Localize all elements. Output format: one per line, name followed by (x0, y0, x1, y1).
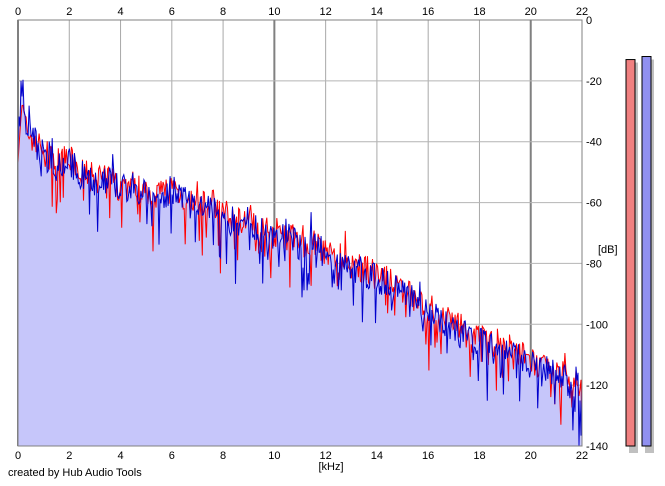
x-tick-label-top: 4 (117, 6, 123, 18)
y-tick-label: -60 (586, 198, 602, 210)
x-axis-label: [kHz] (318, 461, 343, 473)
level-meters (625, 56, 654, 454)
x-tick-label-bottom: 14 (371, 450, 383, 462)
x-tick-label-bottom: 16 (422, 450, 434, 462)
x-tick-labels-bottom: 0 2 4 6 8 10 12 14 16 18 20 22 (15, 450, 588, 462)
plot-border (17, 19, 583, 447)
y-axis-label: [dB] (598, 244, 618, 256)
x-tick-label-bottom: 20 (525, 450, 537, 462)
meter-bar-2 (641, 56, 652, 447)
y-tick-label: -20 (586, 76, 602, 88)
x-tick-label-top: 18 (473, 6, 485, 18)
x-tick-label-top: 14 (371, 6, 383, 18)
x-tick-label-bottom: 4 (117, 450, 123, 462)
x-tick-label-top: 6 (169, 6, 175, 18)
x-tick-label-top: 16 (422, 6, 434, 18)
series-lines (17, 79, 583, 447)
spectrum-fill (18, 79, 582, 447)
credit-text: created by Hub Audio Tools (8, 467, 142, 479)
y-tick-label: -120 (586, 380, 608, 392)
x-tick-label-top: 22 (576, 6, 588, 18)
x-tick-label-bottom: 8 (220, 450, 226, 462)
x-tick-label-bottom: 18 (473, 450, 485, 462)
x-tick-label-bottom: 0 (15, 450, 21, 462)
x-tick-label-top: 20 (525, 6, 537, 18)
y-tick-labels: 0 -20 -40 -60 -80 -100 -120 -140 (586, 15, 608, 453)
x-tick-label-top: 10 (268, 6, 280, 18)
y-tick-label: -80 (586, 258, 602, 270)
x-tick-label-bottom: 6 (169, 450, 175, 462)
x-tick-labels-top: 0 2 4 6 8 10 12 14 16 18 20 22 (15, 6, 588, 18)
meter-bar-1 (625, 59, 636, 447)
x-tick-label-top: 2 (66, 6, 72, 18)
y-tick-label: 0 (586, 15, 592, 27)
y-tick-label: -100 (586, 319, 608, 331)
x-tick-label-top: 8 (220, 6, 226, 18)
x-tick-label-bottom: 2 (66, 450, 72, 462)
x-tick-label-top: 12 (320, 6, 332, 18)
x-tick-label-top: 0 (15, 6, 21, 18)
x-tick-label-bottom: 12 (320, 450, 332, 462)
x-tick-label-bottom: 10 (268, 450, 280, 462)
x-tick-label-bottom: 22 (576, 450, 588, 462)
y-tick-label: -140 (586, 441, 608, 453)
spectrum-fill-area (18, 79, 582, 447)
series-line-2 (17, 79, 583, 447)
y-tick-label: -40 (586, 137, 602, 149)
plot-frame (17, 19, 583, 447)
